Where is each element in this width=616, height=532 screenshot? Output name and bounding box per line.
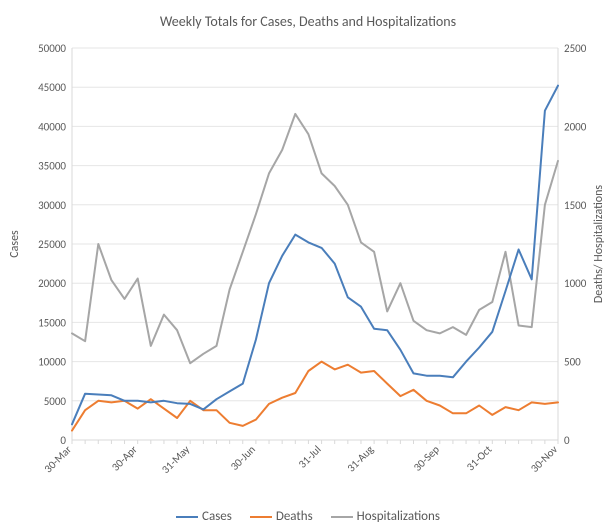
svg-text:45000: 45000 <box>38 81 66 94</box>
chart-container: Weekly Totals for Cases, Deaths and Hosp… <box>0 0 616 532</box>
svg-text:10000: 10000 <box>38 356 66 369</box>
legend-item-deaths: Deaths <box>250 509 313 524</box>
legend-item-hospitalizations: Hospitalizations <box>331 509 440 524</box>
svg-text:50000: 50000 <box>38 42 66 55</box>
svg-text:0: 0 <box>564 434 570 447</box>
svg-text:1500: 1500 <box>564 199 587 212</box>
y-right-label: Deaths/ Hospitalizations <box>592 185 606 304</box>
legend-label-hospitalizations: Hospitalizations <box>357 509 440 524</box>
chart-title: Weekly Totals for Cases, Deaths and Hosp… <box>160 13 456 30</box>
svg-text:30000: 30000 <box>38 199 66 212</box>
legend-label-deaths: Deaths <box>276 509 313 524</box>
legend-label-cases: Cases <box>202 509 232 524</box>
line-chart: Weekly Totals for Cases, Deaths and Hosp… <box>0 0 616 532</box>
svg-text:20000: 20000 <box>38 277 66 290</box>
svg-text:5000: 5000 <box>44 395 67 408</box>
legend-swatch-deaths <box>250 516 272 518</box>
svg-text:1000: 1000 <box>564 277 587 290</box>
svg-text:500: 500 <box>564 356 581 369</box>
svg-text:2500: 2500 <box>564 42 587 55</box>
svg-text:2000: 2000 <box>564 120 587 133</box>
y-left-label: Cases <box>8 230 22 258</box>
svg-text:35000: 35000 <box>38 160 66 173</box>
legend-item-cases: Cases <box>176 509 232 524</box>
legend-swatch-hosp <box>331 516 353 518</box>
svg-text:25000: 25000 <box>38 238 66 251</box>
svg-text:15000: 15000 <box>38 316 66 329</box>
svg-text:40000: 40000 <box>38 120 66 133</box>
legend: Cases Deaths Hospitalizations <box>0 509 616 524</box>
legend-swatch-cases <box>176 516 198 518</box>
